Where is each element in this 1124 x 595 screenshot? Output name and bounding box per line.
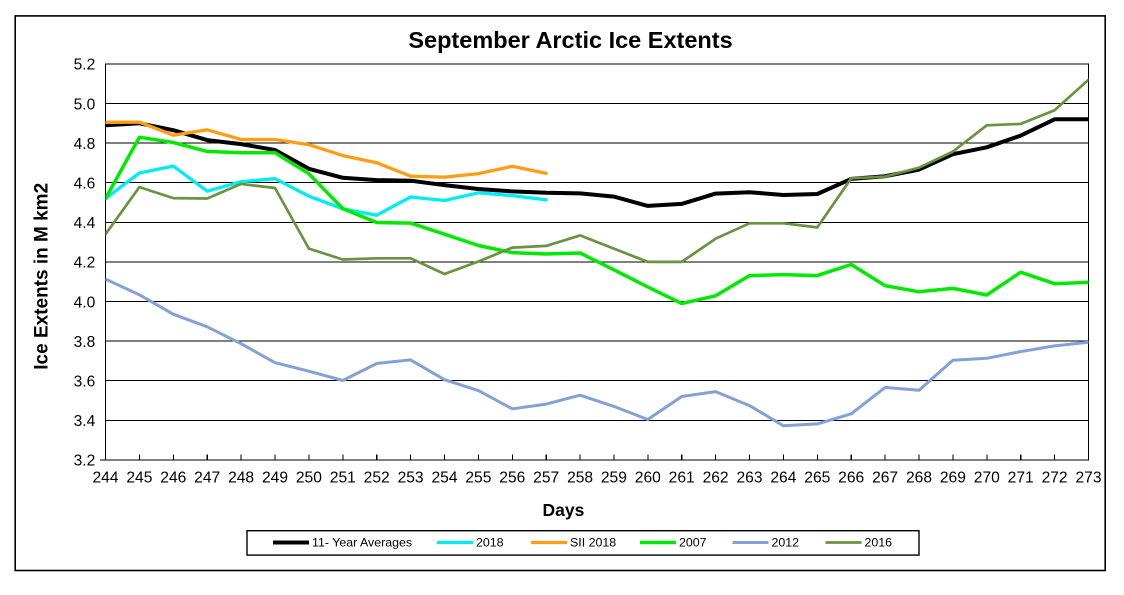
svg-text:5.2: 5.2 [74,57,96,74]
svg-text:265: 265 [804,469,830,486]
svg-text:4.2: 4.2 [74,255,96,272]
svg-text:248: 248 [228,469,254,486]
svg-text:2016: 2016 [865,536,893,550]
svg-text:Days: Days [542,500,584,520]
svg-text:September Arctic Ice Extents: September Arctic Ice Extents [408,27,732,53]
svg-text:252: 252 [364,469,390,486]
svg-text:247: 247 [194,469,220,486]
svg-text:259: 259 [601,469,627,486]
svg-text:262: 262 [703,469,729,486]
svg-text:271: 271 [1008,469,1034,486]
svg-text:3.8: 3.8 [74,334,96,351]
svg-text:2018: 2018 [476,536,504,550]
svg-text:250: 250 [296,469,322,486]
svg-text:256: 256 [499,469,525,486]
svg-text:5.0: 5.0 [74,96,96,113]
svg-text:258: 258 [567,469,593,486]
svg-text:263: 263 [736,469,762,486]
svg-text:4.6: 4.6 [74,176,96,193]
svg-text:257: 257 [533,469,559,486]
svg-text:254: 254 [431,469,457,486]
svg-text:269: 269 [940,469,966,486]
svg-text:3.2: 3.2 [74,453,96,470]
svg-text:4.4: 4.4 [74,215,96,232]
svg-text:3.4: 3.4 [74,413,96,430]
svg-text:4.0: 4.0 [74,294,96,311]
svg-text:11- Year Averages: 11- Year Averages [312,536,412,550]
svg-text:255: 255 [465,469,491,486]
svg-text:253: 253 [398,469,424,486]
svg-text:3.6: 3.6 [74,374,96,391]
svg-text:246: 246 [160,469,186,486]
svg-text:272: 272 [1042,469,1068,486]
svg-text:244: 244 [92,469,118,486]
svg-text:2012: 2012 [772,536,800,550]
svg-text:268: 268 [906,469,932,486]
svg-text:Ice Extents in M km2: Ice Extents in M km2 [32,183,53,370]
svg-text:266: 266 [838,469,864,486]
svg-text:249: 249 [262,469,288,486]
svg-text:267: 267 [872,469,898,486]
svg-text:273: 273 [1075,469,1101,486]
svg-text:SII 2018: SII 2018 [570,536,616,550]
svg-text:4.8: 4.8 [74,136,96,153]
svg-text:260: 260 [635,469,661,486]
svg-text:264: 264 [770,469,796,486]
svg-text:2007: 2007 [679,536,707,550]
svg-text:245: 245 [126,469,152,486]
svg-text:270: 270 [974,469,1000,486]
svg-text:251: 251 [330,469,356,486]
svg-text:261: 261 [669,469,695,486]
